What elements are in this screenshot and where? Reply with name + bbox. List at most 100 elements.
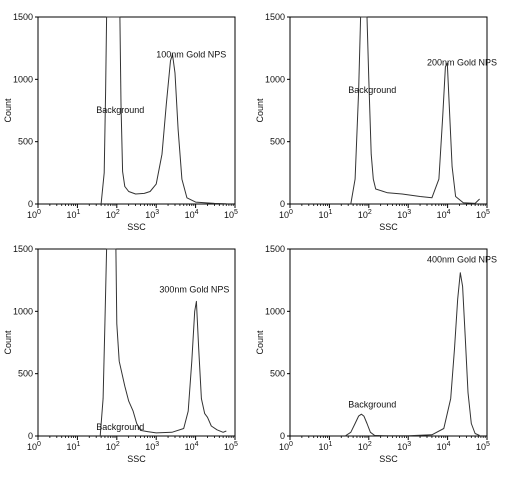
x-tick-exponent: 2 <box>116 441 120 448</box>
x-tick-label: 105 <box>476 209 490 220</box>
x-tick-base: 10 <box>27 442 37 452</box>
annotation-label: Background <box>96 105 144 115</box>
annotation-label: Background <box>348 85 396 95</box>
x-tick-exponent: 4 <box>447 441 451 448</box>
x-tick-label: 104 <box>437 441 451 452</box>
x-tick-label: 104 <box>185 209 199 220</box>
x-tick-exponent: 1 <box>328 441 332 448</box>
x-tick-label: 100 <box>279 441 293 452</box>
x-tick-exponent: 3 <box>407 209 411 216</box>
x-tick-exponent: 0 <box>37 441 41 448</box>
x-tick-base: 10 <box>318 442 328 452</box>
plot-frame <box>289 16 488 205</box>
x-tick-label: 103 <box>145 441 159 452</box>
y-tick-label: 1000 <box>265 74 285 84</box>
y-tick-label: 1500 <box>13 244 33 254</box>
x-tick-exponent: 3 <box>407 441 411 448</box>
x-tick-exponent: 0 <box>37 209 41 216</box>
y-tick-label: 1500 <box>265 244 285 254</box>
y-tick-label: 1000 <box>265 306 285 316</box>
x-tick-label: 103 <box>145 209 159 220</box>
x-tick-exponent: 3 <box>155 441 159 448</box>
histogram-curve <box>344 272 480 437</box>
annotation-label: 300nm Gold NPS <box>159 285 229 295</box>
y-tick-label: 500 <box>270 137 285 147</box>
x-tick-label: 104 <box>185 441 199 452</box>
x-tick-exponent: 1 <box>328 209 332 216</box>
x-tick-base: 10 <box>224 210 234 220</box>
x-tick-label: 103 <box>397 441 411 452</box>
annotation-label: Background <box>96 422 144 432</box>
x-tick-base: 10 <box>66 442 76 452</box>
x-tick-base: 10 <box>476 442 486 452</box>
x-tick-label: 104 <box>437 209 451 220</box>
x-tick-base: 10 <box>185 210 195 220</box>
x-tick-exponent: 1 <box>76 209 80 216</box>
x-tick-exponent: 3 <box>155 209 159 216</box>
x-axis-label: SSC <box>379 454 398 464</box>
x-tick-label: 105 <box>476 441 490 452</box>
x-tick-base: 10 <box>106 210 116 220</box>
y-axis-label: Count <box>255 98 265 123</box>
y-tick-label: 1500 <box>265 12 285 22</box>
y-axis-label: Count <box>255 330 265 355</box>
y-tick-label: 500 <box>18 137 33 147</box>
x-tick-base: 10 <box>27 210 37 220</box>
x-tick-label: 102 <box>358 441 372 452</box>
x-tick-base: 10 <box>397 210 407 220</box>
y-tick-label: 500 <box>18 369 33 379</box>
y-tick-label: 0 <box>280 431 285 441</box>
y-axis-label: Count <box>3 330 13 355</box>
plot-frame <box>37 248 236 437</box>
x-tick-label: 100 <box>279 209 293 220</box>
plot-frame <box>37 16 236 205</box>
annotation-label: 200nm Gold NPS <box>427 58 497 68</box>
x-tick-base: 10 <box>145 210 155 220</box>
y-tick-label: 1000 <box>13 74 33 84</box>
x-tick-label: 105 <box>224 209 238 220</box>
x-tick-base: 10 <box>318 210 328 220</box>
x-tick-base: 10 <box>66 210 76 220</box>
y-tick-label: 0 <box>280 199 285 209</box>
histogram-curve <box>100 16 227 205</box>
x-tick-label: 101 <box>318 209 332 220</box>
x-tick-base: 10 <box>437 442 447 452</box>
x-tick-base: 10 <box>185 442 195 452</box>
x-tick-exponent: 0 <box>289 441 293 448</box>
x-tick-label: 102 <box>358 209 372 220</box>
x-tick-base: 10 <box>279 442 289 452</box>
x-tick-label: 101 <box>66 441 80 452</box>
x-tick-base: 10 <box>358 442 368 452</box>
histogram-curve <box>350 16 480 205</box>
histogram-curve <box>99 248 227 437</box>
annotation-label: Background <box>348 399 396 409</box>
y-tick-label: 1000 <box>13 306 33 316</box>
y-tick-label: 0 <box>28 199 33 209</box>
x-tick-exponent: 5 <box>234 209 238 216</box>
x-tick-base: 10 <box>224 442 234 452</box>
x-axis-label: SSC <box>127 222 146 232</box>
x-tick-exponent: 5 <box>486 441 490 448</box>
x-tick-exponent: 5 <box>486 209 490 216</box>
annotation-label: 400nm Gold NPS <box>427 255 497 265</box>
x-tick-exponent: 2 <box>116 209 120 216</box>
y-tick-label: 500 <box>270 369 285 379</box>
x-tick-exponent: 0 <box>289 209 293 216</box>
x-tick-base: 10 <box>358 210 368 220</box>
x-axis-label: SSC <box>379 222 398 232</box>
x-tick-label: 102 <box>106 441 120 452</box>
x-tick-exponent: 4 <box>195 441 199 448</box>
x-tick-exponent: 5 <box>234 441 238 448</box>
x-tick-label: 101 <box>318 441 332 452</box>
x-tick-base: 10 <box>476 210 486 220</box>
x-tick-exponent: 1 <box>76 441 80 448</box>
x-tick-exponent: 2 <box>368 441 372 448</box>
x-tick-label: 103 <box>397 209 411 220</box>
x-tick-label: 105 <box>224 441 238 452</box>
x-tick-base: 10 <box>106 442 116 452</box>
